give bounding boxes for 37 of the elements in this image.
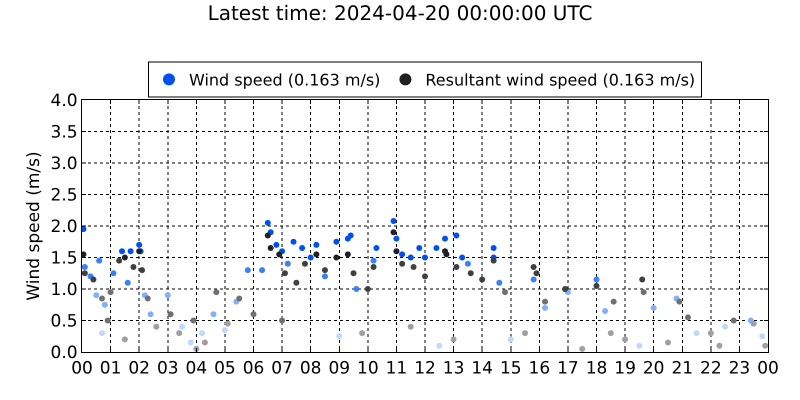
x-tick-label: 13 [442,358,464,378]
chart-title: Latest time: 2024-04-20 00:00:00 UTC [208,1,592,25]
y-axis-title: Wind speed (m/s) [24,151,44,301]
x-tick-label: 18 [586,358,608,378]
legend-label: Resultant wind speed (0.163 m/s) [425,70,696,90]
x-tick-label: 10 [357,358,379,378]
y-tick-label: 4.0 [50,90,78,111]
x-tick-label: 05 [214,358,236,378]
x-tick-label: 08 [300,358,322,378]
x-tick-label: 00 [757,358,779,378]
x-tick-label: 04 [186,358,208,378]
legend-label: Wind speed (0.163 m/s) [189,70,380,90]
x-tick-label: 23 [728,358,750,378]
x-tick-label: 12 [414,358,436,378]
y-tick-label: 1.0 [50,280,78,300]
x-tick-label: 22 [700,358,722,378]
x-tick-label: 02 [128,358,150,378]
x-tick-label: 14 [471,358,493,378]
y-tick-label: 1.5 [50,248,78,268]
y-tick-label: 3.5 [50,122,78,142]
x-tick-label: 21 [671,358,694,378]
x-tick-label: 00 [71,358,93,378]
y-tick-label: 3.0 [50,154,78,174]
x-tick-label: 07 [271,358,293,378]
y-tick-label: 2.5 [50,185,78,206]
x-tick-label: 01 [100,358,122,378]
y-tick-label: 0.5 [50,311,78,332]
x-tick-label: 06 [242,358,264,378]
x-tick-label: 20 [642,358,664,378]
x-tick-label: 17 [557,358,579,378]
x-tick-label: 15 [500,358,522,378]
x-tick-label: 09 [328,358,350,378]
x-tick-label: 03 [156,358,179,378]
y-tick-label: 2.0 [50,216,78,237]
x-tick-label: 19 [614,358,636,378]
x-tick-label: 16 [528,358,550,378]
x-tick-label: 11 [386,358,408,378]
